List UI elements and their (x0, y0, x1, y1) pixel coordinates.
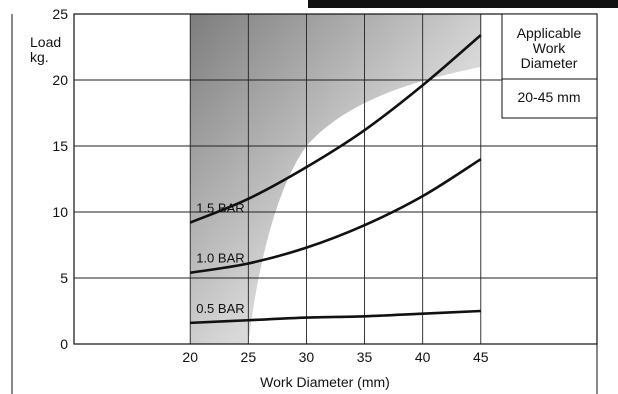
y-tick-labels: 0 5 10 15 20 25 (52, 6, 68, 352)
x-tick-label: 30 (299, 349, 315, 365)
y-tick-label: 10 (52, 204, 68, 220)
y-axis-label: Load kg. (30, 34, 61, 65)
series-line (190, 158, 482, 275)
series-line (190, 309, 481, 325)
x-tick-label: 40 (415, 349, 431, 365)
x-tick-label: 20 (182, 349, 198, 365)
x-tick-label: 45 (473, 349, 489, 365)
series-label: 1.0 BAR (196, 251, 244, 266)
series-lines (189, 34, 482, 325)
x-tick-labels: 20 25 30 35 40 45 (182, 349, 488, 365)
applicable-label: Applicable Work Diameter (517, 25, 582, 71)
x-tick-label: 25 (241, 349, 257, 365)
series-line (189, 34, 482, 224)
applicable-range-shading (190, 14, 481, 344)
y-tick-label: 20 (52, 72, 68, 88)
x-tick-label: 35 (357, 349, 373, 365)
x-axis-label: Work Diameter (mm) (260, 374, 390, 390)
applicable-box (501, 13, 598, 119)
grid (74, 14, 597, 344)
y-tick-label: 0 (60, 336, 68, 352)
series-label: 1.5 BAR (196, 201, 244, 216)
applicable-range-text: 20-45 mm (517, 89, 580, 105)
series-labels: 1.5 BAR 1.0 BAR 0.5 BAR (196, 201, 244, 316)
y-tick-label: 25 (52, 6, 68, 22)
y-tick-label: 5 (60, 270, 68, 286)
y-tick-label: 15 (52, 138, 68, 154)
header-bar (308, 0, 618, 8)
plot-frame (73, 13, 598, 345)
series-label: 0.5 BAR (196, 301, 244, 316)
